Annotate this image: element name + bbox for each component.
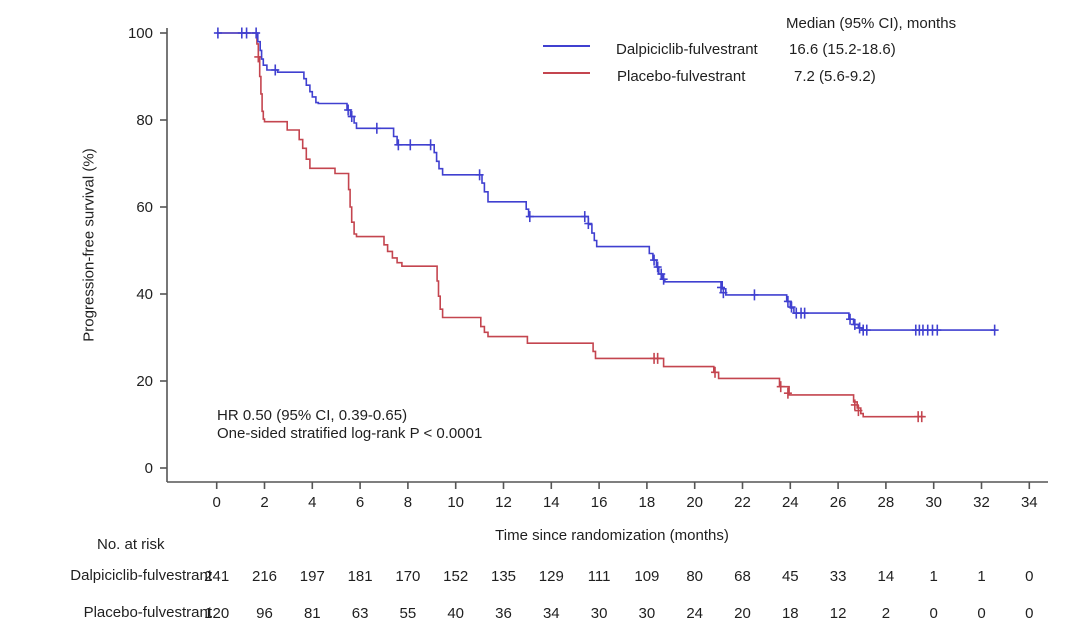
- x-tick-label: 24: [782, 494, 799, 511]
- legend-line-dalpiciclib: [543, 45, 590, 47]
- x-tick-label: 8: [404, 494, 412, 511]
- risk-count: 14: [878, 568, 895, 585]
- risk-count: 120: [204, 605, 229, 622]
- x-tick-label: 10: [447, 494, 464, 511]
- x-tick-label: 18: [639, 494, 656, 511]
- x-tick-label: 16: [591, 494, 608, 511]
- risk-count: 241: [204, 568, 229, 585]
- y-tick-label: 60: [136, 199, 153, 216]
- x-tick-label: 14: [543, 494, 560, 511]
- hr-annotation: HR 0.50 (95% CI, 0.39-0.65): [217, 407, 408, 424]
- risk-count: 81: [304, 605, 321, 622]
- risk-count: 30: [591, 605, 608, 622]
- risk-count: 68: [734, 568, 751, 585]
- risk-count: 30: [639, 605, 656, 622]
- legend-label-dalpiciclib: Dalpiciclib-fulvestrant: [616, 41, 758, 58]
- x-tick-label: 26: [830, 494, 847, 511]
- x-tick-label: 28: [878, 494, 895, 511]
- risk-count: 36: [495, 605, 512, 622]
- risk-count: 80: [686, 568, 703, 585]
- risk-count: 33: [830, 568, 847, 585]
- risk-count: 2: [882, 605, 890, 622]
- y-tick-label: 100: [128, 25, 153, 42]
- x-tick-label: 22: [734, 494, 751, 511]
- risk-count: 55: [400, 605, 417, 622]
- risk-count: 109: [634, 568, 659, 585]
- risk-count: 1: [977, 568, 985, 585]
- x-tick-label: 6: [356, 494, 364, 511]
- legend-line-placebo: [543, 72, 590, 74]
- risk-count: 45: [782, 568, 799, 585]
- risk-table-title: No. at risk: [97, 536, 165, 553]
- y-tick-label: 0: [145, 460, 153, 477]
- risk-count: 20: [734, 605, 751, 622]
- risk-row-label-placebo: Placebo-fulvestrant: [83, 604, 212, 621]
- risk-count: 129: [539, 568, 564, 585]
- risk-count: 152: [443, 568, 468, 585]
- legend-median-header: Median (95% CI), months: [786, 15, 957, 32]
- x-axis-title: Time since randomization (months): [495, 527, 729, 544]
- legend-median-dalpiciclib: 16.6 (15.2-18.6): [789, 41, 896, 58]
- x-tick-label: 32: [973, 494, 990, 511]
- y-tick-label: 80: [136, 112, 153, 129]
- y-tick-label: 20: [136, 373, 153, 390]
- km-curve-dalpiciclib: [216, 32, 996, 331]
- risk-count: 170: [395, 568, 420, 585]
- risk-count: 181: [348, 568, 373, 585]
- risk-count: 18: [782, 605, 799, 622]
- risk-count: 0: [1025, 605, 1033, 622]
- legend-label-placebo: Placebo-fulvestrant: [617, 68, 746, 85]
- risk-count: 0: [930, 605, 938, 622]
- risk-count: 0: [1025, 568, 1033, 585]
- risk-count: 0: [977, 605, 985, 622]
- y-axis-title: Progression-free survival (%): [80, 148, 98, 342]
- km-curve-placebo: [216, 32, 925, 418]
- legend-median-placebo: 7.2 (5.6-9.2): [794, 68, 876, 85]
- x-tick-label: 4: [308, 494, 316, 511]
- risk-count: 34: [543, 605, 560, 622]
- risk-count: 96: [256, 605, 273, 622]
- y-tick-label: 40: [136, 286, 153, 303]
- risk-count: 40: [447, 605, 464, 622]
- pvalue-annotation: One-sided stratified log-rank P < 0.0001: [217, 425, 483, 442]
- x-tick-label: 34: [1021, 494, 1038, 511]
- x-tick-label: 0: [213, 494, 221, 511]
- risk-count: 63: [352, 605, 369, 622]
- risk-count: 111: [588, 568, 611, 585]
- risk-count: 135: [491, 568, 516, 585]
- x-tick-label: 2: [260, 494, 268, 511]
- x-tick-label: 30: [925, 494, 942, 511]
- risk-count: 216: [252, 568, 277, 585]
- risk-count: 24: [686, 605, 703, 622]
- x-tick-label: 20: [686, 494, 703, 511]
- risk-count: 197: [300, 568, 325, 585]
- risk-count: 1: [930, 568, 938, 585]
- x-tick-label: 12: [495, 494, 512, 511]
- risk-row-label-dalpiciclib: Dalpiciclib-fulvestrant: [70, 567, 212, 584]
- risk-count: 12: [830, 605, 847, 622]
